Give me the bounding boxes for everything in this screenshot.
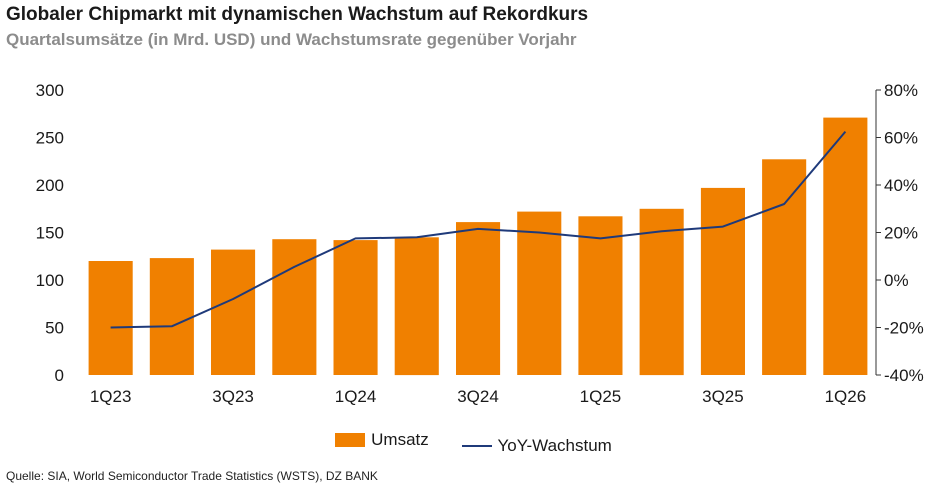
x-axis-tick-label: 1Q24 [335,387,377,406]
right-axis-tick-label: 20% [884,224,918,243]
left-axis-tick-label: 250 [36,129,64,148]
left-axis-tick-label: 50 [45,319,64,338]
bar-4Q24 [517,211,562,375]
bar-4Q25 [762,159,807,375]
left-axis-tick-label: 150 [36,224,64,243]
legend-label-umsatz: Umsatz [371,430,429,449]
x-axis-tick-label: 3Q25 [702,387,744,406]
left-axis-tick-label: 200 [36,176,64,195]
right-axis-tick-label: 60% [884,129,918,148]
x-axis-tick-label: 3Q24 [457,387,499,406]
left-axis-tick-label: 300 [36,81,64,100]
x-axis-tick-label: 3Q23 [212,387,254,406]
bar-3Q25 [700,187,745,375]
chart-subtitle: Quartalsumsätze (in Mrd. USD) und Wachst… [6,30,577,49]
x-axis-tick-label: 1Q26 [825,387,867,406]
bar-2Q23 [149,258,194,375]
x-axis-tick-label: 1Q23 [90,387,132,406]
legend-label-yoy: YoY-Wachstum [497,436,612,455]
bar-3Q23 [211,249,256,375]
legend-item-yoy: YoY-Wachstum [461,436,612,456]
source-note: Quelle: SIA, World Semiconductor Trade S… [6,469,378,483]
bar-2Q25 [639,208,684,376]
right-axis-tick-label: -40% [884,366,924,385]
bar-1Q25 [578,216,623,375]
bar-2Q24 [394,237,439,376]
bar-3Q24 [456,222,501,375]
bar-1Q26 [823,117,868,375]
bar-1Q24 [333,240,378,375]
chart-legend: Umsatz YoY-Wachstum [0,430,947,456]
x-axis-tick-label: 1Q25 [580,387,622,406]
left-axis-tick-label: 100 [36,271,64,290]
legend-swatch-bar [335,433,366,447]
right-axis-tick-label: 0% [884,271,909,290]
right-axis-tick-label: -20% [884,319,924,338]
legend-swatch-line [461,445,492,447]
left-axis-tick-label: 0 [55,366,64,385]
legend-item-umsatz: Umsatz [335,430,429,450]
chart-title: Globaler Chipmarkt mit dynamischen Wachs… [6,4,589,25]
right-axis-tick-label: 40% [884,176,918,195]
bar-1Q23 [88,261,133,375]
bar-4Q23 [272,239,317,375]
right-axis-tick-label: 80% [884,81,918,100]
